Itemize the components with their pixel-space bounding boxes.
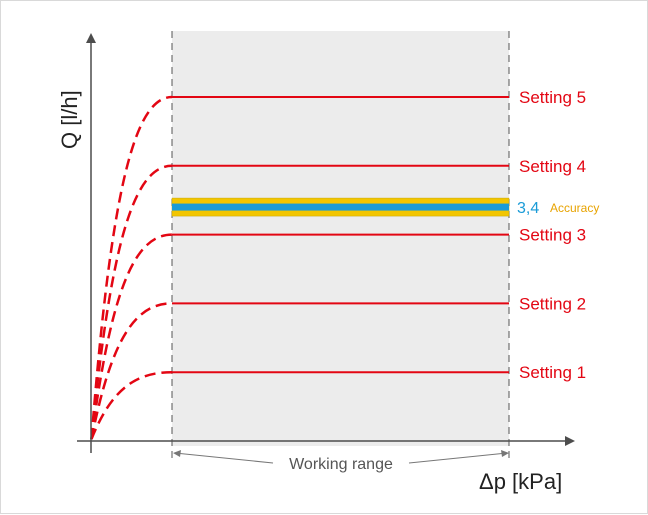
y-axis-label: Q [l/h] xyxy=(57,90,82,149)
working-range-arrow-left-head xyxy=(173,450,181,457)
accuracy-value-label: 3,4 xyxy=(517,200,539,217)
setting-curve-4 xyxy=(90,164,173,440)
working-range-arrow-left-line xyxy=(174,452,274,464)
x-axis-arrow xyxy=(565,436,575,446)
working-range-arrow-right-line xyxy=(408,452,508,464)
x-axis-label: Δp [kPa] xyxy=(479,469,562,494)
setting-curve-2 xyxy=(90,302,173,440)
setting-label-3: Setting 3 xyxy=(519,226,586,245)
y-axis-arrow xyxy=(86,33,96,43)
setting-label-1: Setting 1 xyxy=(519,363,586,382)
series-layer: 3,4 Accuracy Setting 1 Setting 2 Setting 3 Se… xyxy=(90,88,599,440)
setting-curve-1 xyxy=(90,370,173,440)
working-range-label: Working range xyxy=(289,456,393,473)
setting-label-4: Setting 4 xyxy=(519,157,586,176)
setting-label-5: Setting 5 xyxy=(519,88,586,107)
accuracy-note-label: Accuracy xyxy=(550,201,599,215)
working-range-arrow-right-head xyxy=(501,450,509,457)
accuracy-band-blue xyxy=(172,203,509,211)
setting-curve-3 xyxy=(90,233,173,440)
setting-label-2: Setting 2 xyxy=(519,294,586,313)
setting-curve-5 xyxy=(90,95,173,440)
working-range-band xyxy=(172,31,509,446)
